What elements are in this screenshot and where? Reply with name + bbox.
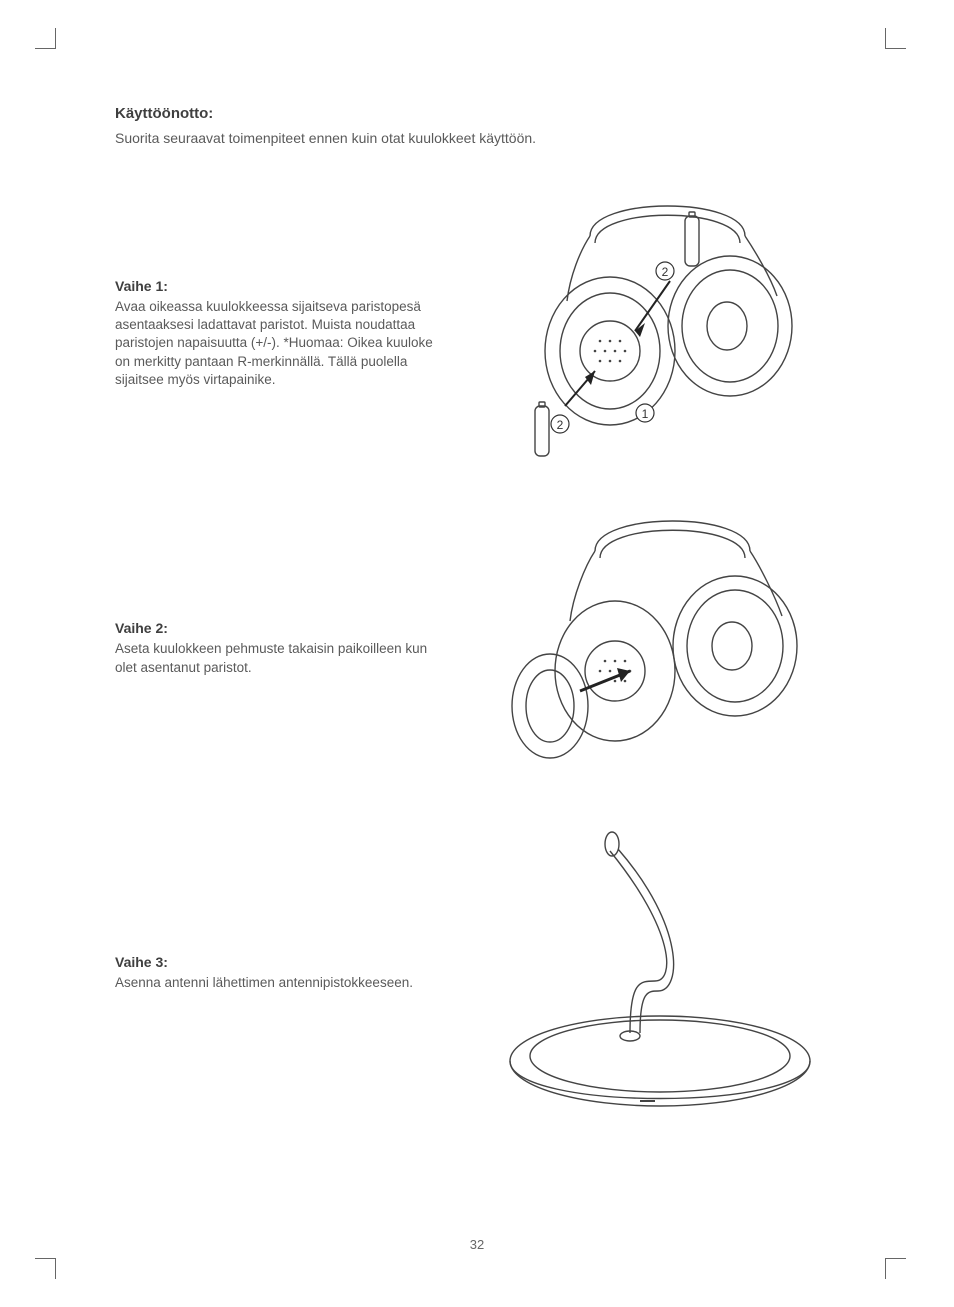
headphones-batteries-icon: 2 2 1 xyxy=(495,181,825,481)
step-2-figure xyxy=(455,496,864,801)
step-text: Vaihe 3: Asenna antenni lähettimen anten… xyxy=(115,954,455,992)
step-body: Asenna antenni lähettimen antennipistokk… xyxy=(115,974,445,992)
step-3: Vaihe 3: Asenna antenni lähettimen anten… xyxy=(115,811,864,1136)
step-3-figure xyxy=(455,811,864,1136)
step-text: Vaihe 1: Avaa oikeassa kuulokkeessa sija… xyxy=(115,278,455,389)
section-intro: Suorita seuraavat toimenpiteet ennen kui… xyxy=(115,130,864,146)
transmitter-antenna-icon xyxy=(490,811,830,1131)
step-body: Aseta kuulokkeen pehmuste takaisin paiko… xyxy=(115,640,445,676)
headphones-cushion-icon xyxy=(495,496,825,796)
step-title: Vaihe 2: xyxy=(115,620,445,636)
crop-mark-icon xyxy=(885,28,906,49)
step-2: Vaihe 2: Aseta kuulokkeen pehmuste takai… xyxy=(115,496,864,801)
step-1: Vaihe 1: Avaa oikeassa kuulokkeessa sija… xyxy=(115,181,864,486)
page-number: 32 xyxy=(0,1237,954,1252)
content-area: Käyttöönotto: Suorita seuraavat toimenpi… xyxy=(115,105,864,1227)
callout-label: 1 xyxy=(641,407,648,421)
step-title: Vaihe 1: xyxy=(115,278,445,294)
step-1-figure: 2 2 1 xyxy=(455,181,864,486)
callout-label: 2 xyxy=(661,265,668,279)
section-title: Käyttöönotto: xyxy=(115,105,864,122)
step-title: Vaihe 3: xyxy=(115,954,445,970)
crop-mark-icon xyxy=(35,28,56,49)
callout-label: 2 xyxy=(556,418,563,432)
crop-mark-icon xyxy=(885,1258,906,1279)
manual-page: Käyttöönotto: Suorita seuraavat toimenpi… xyxy=(0,0,954,1307)
crop-mark-icon xyxy=(35,1258,56,1279)
step-body: Avaa oikeassa kuulokkeessa sijaitseva pa… xyxy=(115,298,445,389)
step-text: Vaihe 2: Aseta kuulokkeen pehmuste takai… xyxy=(115,620,455,676)
